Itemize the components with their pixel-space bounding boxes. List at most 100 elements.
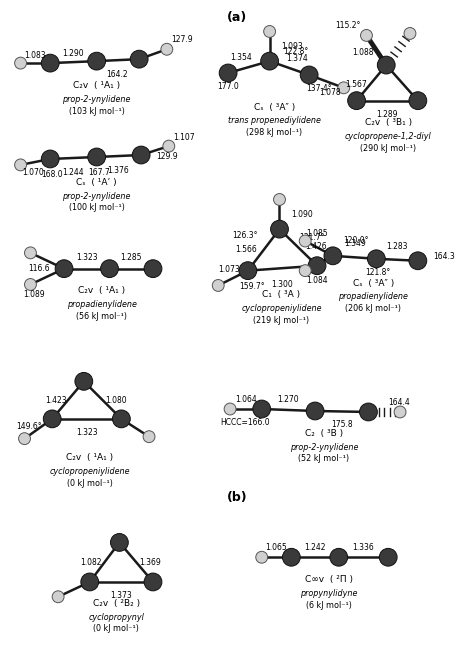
Circle shape	[130, 50, 148, 68]
Text: 115.2°: 115.2°	[335, 21, 361, 30]
Circle shape	[377, 56, 395, 74]
Circle shape	[15, 57, 27, 69]
Circle shape	[144, 573, 162, 591]
Text: 164.3: 164.3	[434, 252, 456, 261]
Circle shape	[306, 402, 324, 420]
Circle shape	[330, 549, 348, 566]
Text: Cₛ  ( ³A″ ): Cₛ ( ³A″ )	[353, 279, 394, 287]
Text: 1.289: 1.289	[376, 110, 398, 119]
Text: 1.373: 1.373	[110, 592, 132, 601]
Text: 168.0: 168.0	[41, 170, 63, 179]
Text: 1.300: 1.300	[272, 280, 293, 289]
Text: 1.085: 1.085	[306, 229, 328, 238]
Text: (298 kJ mol⁻¹): (298 kJ mol⁻¹)	[246, 128, 302, 137]
Text: 1.323: 1.323	[76, 254, 98, 263]
Circle shape	[409, 92, 427, 110]
Text: C₁  ( ³A ): C₁ ( ³A )	[263, 291, 301, 300]
Text: 177.0: 177.0	[217, 83, 239, 91]
Circle shape	[394, 406, 406, 418]
Text: (219 kJ mol⁻¹): (219 kJ mol⁻¹)	[254, 316, 310, 325]
Circle shape	[224, 403, 236, 415]
Text: 120.0°: 120.0°	[343, 235, 368, 244]
Circle shape	[261, 52, 279, 70]
Text: 1.242: 1.242	[304, 543, 326, 552]
Text: 1.064: 1.064	[235, 395, 257, 404]
Circle shape	[219, 64, 237, 82]
Text: cyclopropene-1,2-diyl: cyclopropene-1,2-diyl	[345, 133, 432, 141]
Circle shape	[361, 29, 373, 42]
Circle shape	[271, 220, 288, 238]
Text: (290 kJ mol⁻¹): (290 kJ mol⁻¹)	[360, 144, 416, 153]
Circle shape	[299, 265, 311, 276]
Text: (b): (b)	[227, 491, 247, 504]
Circle shape	[379, 549, 397, 566]
Circle shape	[360, 403, 377, 421]
Text: C₂v  ( ¹A₁ ): C₂v ( ¹A₁ )	[78, 287, 125, 296]
Circle shape	[161, 44, 173, 55]
Text: 116.6: 116.6	[28, 264, 50, 273]
Circle shape	[41, 150, 59, 168]
Text: C₂v  ( ¹A₁ ): C₂v ( ¹A₁ )	[73, 81, 120, 90]
Text: propadienylidene: propadienylidene	[338, 292, 408, 302]
Text: trans propenediylidene: trans propenediylidene	[228, 116, 321, 125]
Text: C₂v  ( ²B₂ ): C₂v ( ²B₂ )	[93, 599, 140, 608]
Circle shape	[43, 410, 61, 428]
Text: 1.290: 1.290	[62, 49, 84, 58]
Text: 1.369: 1.369	[139, 558, 161, 567]
Circle shape	[55, 260, 73, 278]
Circle shape	[41, 54, 59, 72]
Text: (100 kJ mol⁻¹): (100 kJ mol⁻¹)	[69, 203, 125, 213]
Text: HCCC=166.0: HCCC=166.0	[220, 419, 270, 427]
Text: C₂v  ( ³B₁ ): C₂v ( ³B₁ )	[365, 118, 412, 127]
Text: 1.073: 1.073	[218, 265, 240, 274]
Circle shape	[348, 92, 365, 110]
Circle shape	[212, 280, 224, 291]
Text: 127.9: 127.9	[171, 35, 192, 44]
Circle shape	[144, 260, 162, 278]
Circle shape	[15, 159, 27, 171]
Text: cyclopropeniylidene: cyclopropeniylidene	[49, 467, 130, 476]
Text: Cₛ  ( ³A″ ): Cₛ ( ³A″ )	[254, 103, 295, 112]
Circle shape	[256, 551, 268, 563]
Circle shape	[18, 433, 30, 445]
Circle shape	[143, 431, 155, 443]
Text: 1.070: 1.070	[23, 168, 44, 177]
Circle shape	[132, 146, 150, 164]
Text: 1.567: 1.567	[345, 81, 366, 89]
Text: 1.323: 1.323	[76, 428, 98, 437]
Text: 1.093: 1.093	[282, 42, 303, 51]
Circle shape	[81, 573, 99, 591]
Text: 1.078: 1.078	[319, 88, 341, 98]
Circle shape	[100, 260, 118, 278]
Text: (103 kJ mol⁻¹): (103 kJ mol⁻¹)	[69, 107, 125, 116]
Text: 1.374: 1.374	[286, 54, 308, 62]
Circle shape	[163, 140, 175, 152]
Circle shape	[75, 372, 93, 390]
Text: 1.080: 1.080	[106, 396, 127, 404]
Circle shape	[110, 534, 128, 551]
Text: prop-2-ynylidene: prop-2-ynylidene	[63, 95, 131, 104]
Text: 1.088: 1.088	[352, 47, 373, 57]
Text: 121.8°: 121.8°	[366, 268, 391, 277]
Text: C₂v  ( ¹A₁ ): C₂v ( ¹A₁ )	[66, 454, 113, 463]
Circle shape	[404, 27, 416, 40]
Text: 167.7: 167.7	[88, 168, 109, 177]
Circle shape	[308, 257, 326, 274]
Text: propynylidyne: propynylidyne	[300, 589, 357, 598]
Text: 175.8: 175.8	[331, 421, 353, 429]
Text: 126.3°: 126.3°	[232, 231, 258, 240]
Text: 1.084: 1.084	[306, 276, 328, 285]
Circle shape	[300, 66, 318, 84]
Text: 159.7°: 159.7°	[239, 282, 264, 291]
Text: (0 kJ mol⁻¹): (0 kJ mol⁻¹)	[67, 479, 113, 488]
Circle shape	[367, 250, 385, 268]
Circle shape	[25, 279, 36, 291]
Text: 1.336: 1.336	[353, 543, 374, 552]
Circle shape	[253, 400, 271, 418]
Text: Cₛ  ( ¹A’ ): Cₛ ( ¹A’ )	[76, 177, 117, 187]
Text: 1.244: 1.244	[62, 168, 84, 177]
Circle shape	[273, 194, 285, 205]
Text: 1.270: 1.270	[278, 395, 299, 404]
Text: 1.354: 1.354	[230, 53, 252, 62]
Text: (a): (a)	[227, 11, 247, 24]
